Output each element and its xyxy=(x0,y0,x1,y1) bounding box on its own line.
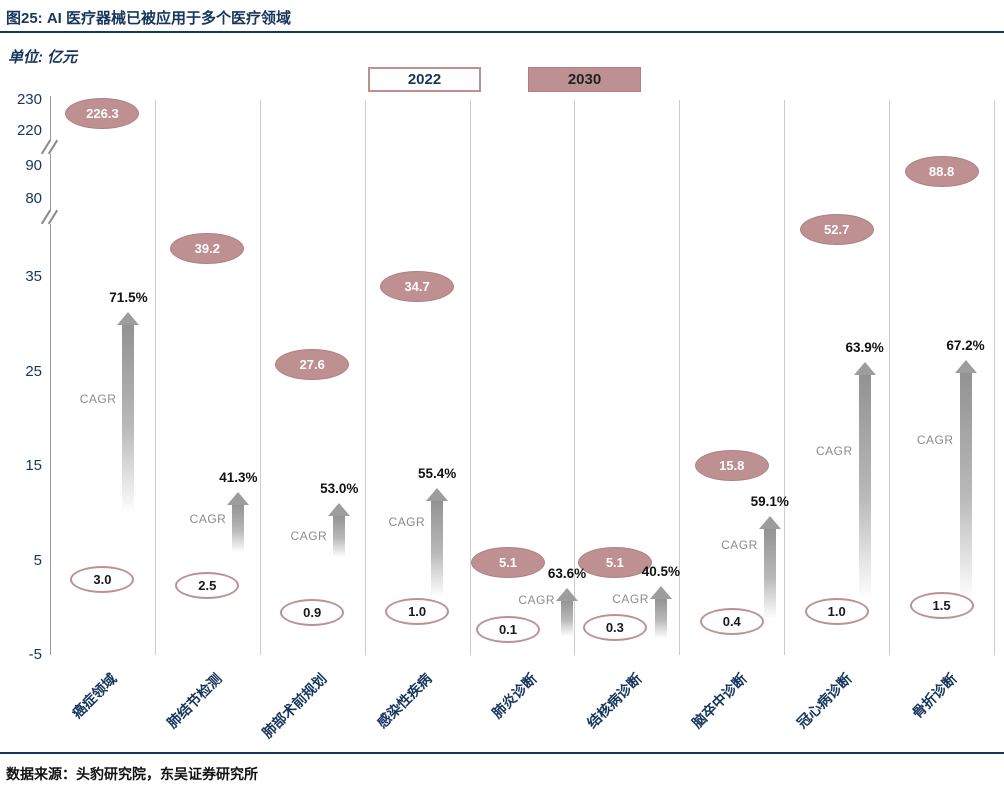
value-2030: 15.8 xyxy=(694,450,769,481)
value-2030: 39.2 xyxy=(170,233,245,264)
footer-divider xyxy=(0,752,1004,754)
cagr-value: 67.2% xyxy=(946,338,985,353)
cagr-arrow-head-icon xyxy=(649,586,672,599)
value-2030: 5.1 xyxy=(577,547,652,578)
y-axis-tick-label: 80 xyxy=(25,190,42,207)
value-2030: 226.3 xyxy=(65,98,140,129)
legend-item-2030: 2030 xyxy=(528,67,641,92)
axis-break-icon xyxy=(40,139,59,155)
value-2022: 3.0 xyxy=(70,566,135,593)
cagr-value: 59.1% xyxy=(750,494,789,509)
cagr-label: CAGR xyxy=(79,392,117,406)
value-2022: 0.3 xyxy=(582,614,647,641)
title-divider xyxy=(0,31,1004,33)
column-separator xyxy=(994,100,995,655)
category-label: 骨折诊断 xyxy=(908,670,960,722)
cagr-label: CAGR xyxy=(721,538,758,552)
column-separator xyxy=(154,100,156,655)
cagr-arrow-head-icon xyxy=(426,488,449,501)
cagr-value: 63.9% xyxy=(845,340,884,355)
cagr-label: CAGR xyxy=(612,592,649,606)
cagr-arrow-head-icon xyxy=(556,588,578,601)
y-axis-tick-label: -5 xyxy=(28,646,42,663)
cagr-label: CAGR xyxy=(290,529,328,543)
legend-2030-label: 2030 xyxy=(567,71,602,88)
cagr-arrow-head-icon xyxy=(117,312,140,325)
y-axis-tick-label: 230 xyxy=(16,91,42,108)
value-2030: 5.1 xyxy=(471,547,545,578)
value-2022: 0.9 xyxy=(280,599,345,626)
column-separator xyxy=(574,100,576,655)
category-label: 肺部术前规划 xyxy=(259,670,330,742)
cagr-arrow-shaft xyxy=(654,598,667,638)
category-label: 肺炎诊断 xyxy=(488,670,540,722)
column-separator xyxy=(679,100,681,655)
cagr-value: 40.5% xyxy=(641,564,681,579)
cagr-arrow-head-icon xyxy=(227,492,250,505)
cagr-arrow-head-icon xyxy=(954,360,977,373)
cagr-arrow-head-icon xyxy=(758,516,781,529)
cagr-value: 63.6% xyxy=(547,566,587,581)
y-axis-tick-label: 15 xyxy=(25,457,42,474)
cagr-arrow-shaft xyxy=(858,374,871,598)
y-axis-tick-label: 35 xyxy=(25,268,42,285)
cagr-value: 71.5% xyxy=(109,290,148,305)
cagr-label: CAGR xyxy=(189,512,227,526)
cagr-label: CAGR xyxy=(388,515,426,529)
cagr-arrow-shaft xyxy=(333,515,346,557)
column-separator xyxy=(259,100,261,655)
column-separator xyxy=(784,100,786,655)
value-2022: 1.0 xyxy=(385,598,450,625)
column-separator xyxy=(364,100,366,655)
value-2030: 34.7 xyxy=(380,271,455,302)
value-2030: 27.6 xyxy=(275,349,350,380)
cagr-arrow-shaft xyxy=(959,372,972,598)
value-2022: 1.0 xyxy=(804,598,869,625)
cagr-arrow-shaft xyxy=(232,504,245,552)
data-source: 数据来源：头豹研究院，东吴证券研究所 xyxy=(6,766,258,782)
legend-2022-label: 2022 xyxy=(407,71,442,88)
category-label: 冠心病诊断 xyxy=(793,670,855,732)
y-axis-tick-label: 90 xyxy=(25,157,42,174)
cagr-value: 55.4% xyxy=(417,466,457,481)
cagr-label: CAGR xyxy=(916,433,954,447)
cagr-label: CAGR xyxy=(518,593,555,607)
cagr-arrow-shaft xyxy=(122,324,135,512)
value-2030: 88.8 xyxy=(904,156,979,187)
cagr-arrow-shaft xyxy=(561,600,573,636)
value-2030: 52.7 xyxy=(799,214,874,245)
y-axis-tick-label: 25 xyxy=(25,363,42,380)
y-axis-tick-label: 220 xyxy=(16,122,42,139)
legend-item-2022: 2022 xyxy=(368,67,481,92)
y-axis-tick-label: 5 xyxy=(33,552,42,569)
cagr-value: 53.0% xyxy=(320,481,359,496)
figure-title: 图25: AI 医疗器械已被应用于多个医疗领域 xyxy=(6,10,292,27)
cagr-value: 41.3% xyxy=(219,470,258,485)
category-label: 结核病诊断 xyxy=(583,670,645,732)
column-separator xyxy=(889,100,891,655)
cagr-label: CAGR xyxy=(815,444,853,458)
y-axis-line xyxy=(50,96,51,655)
column-separator xyxy=(469,100,471,655)
value-2022: 0.4 xyxy=(699,608,764,635)
cagr-arrow-shaft xyxy=(431,500,444,596)
axis-break-icon xyxy=(40,209,59,225)
category-label: 脑卒中诊断 xyxy=(688,670,750,732)
value-2022: 0.1 xyxy=(476,616,540,643)
category-label: 感染性疾病 xyxy=(373,670,435,732)
cagr-arrow-head-icon xyxy=(853,362,876,375)
cagr-arrow-shaft xyxy=(763,528,776,618)
value-2022: 1.5 xyxy=(909,592,974,619)
unit-label: 单位: 亿元 xyxy=(8,49,78,66)
value-2022: 2.5 xyxy=(175,572,240,599)
cagr-arrow-head-icon xyxy=(328,503,351,516)
